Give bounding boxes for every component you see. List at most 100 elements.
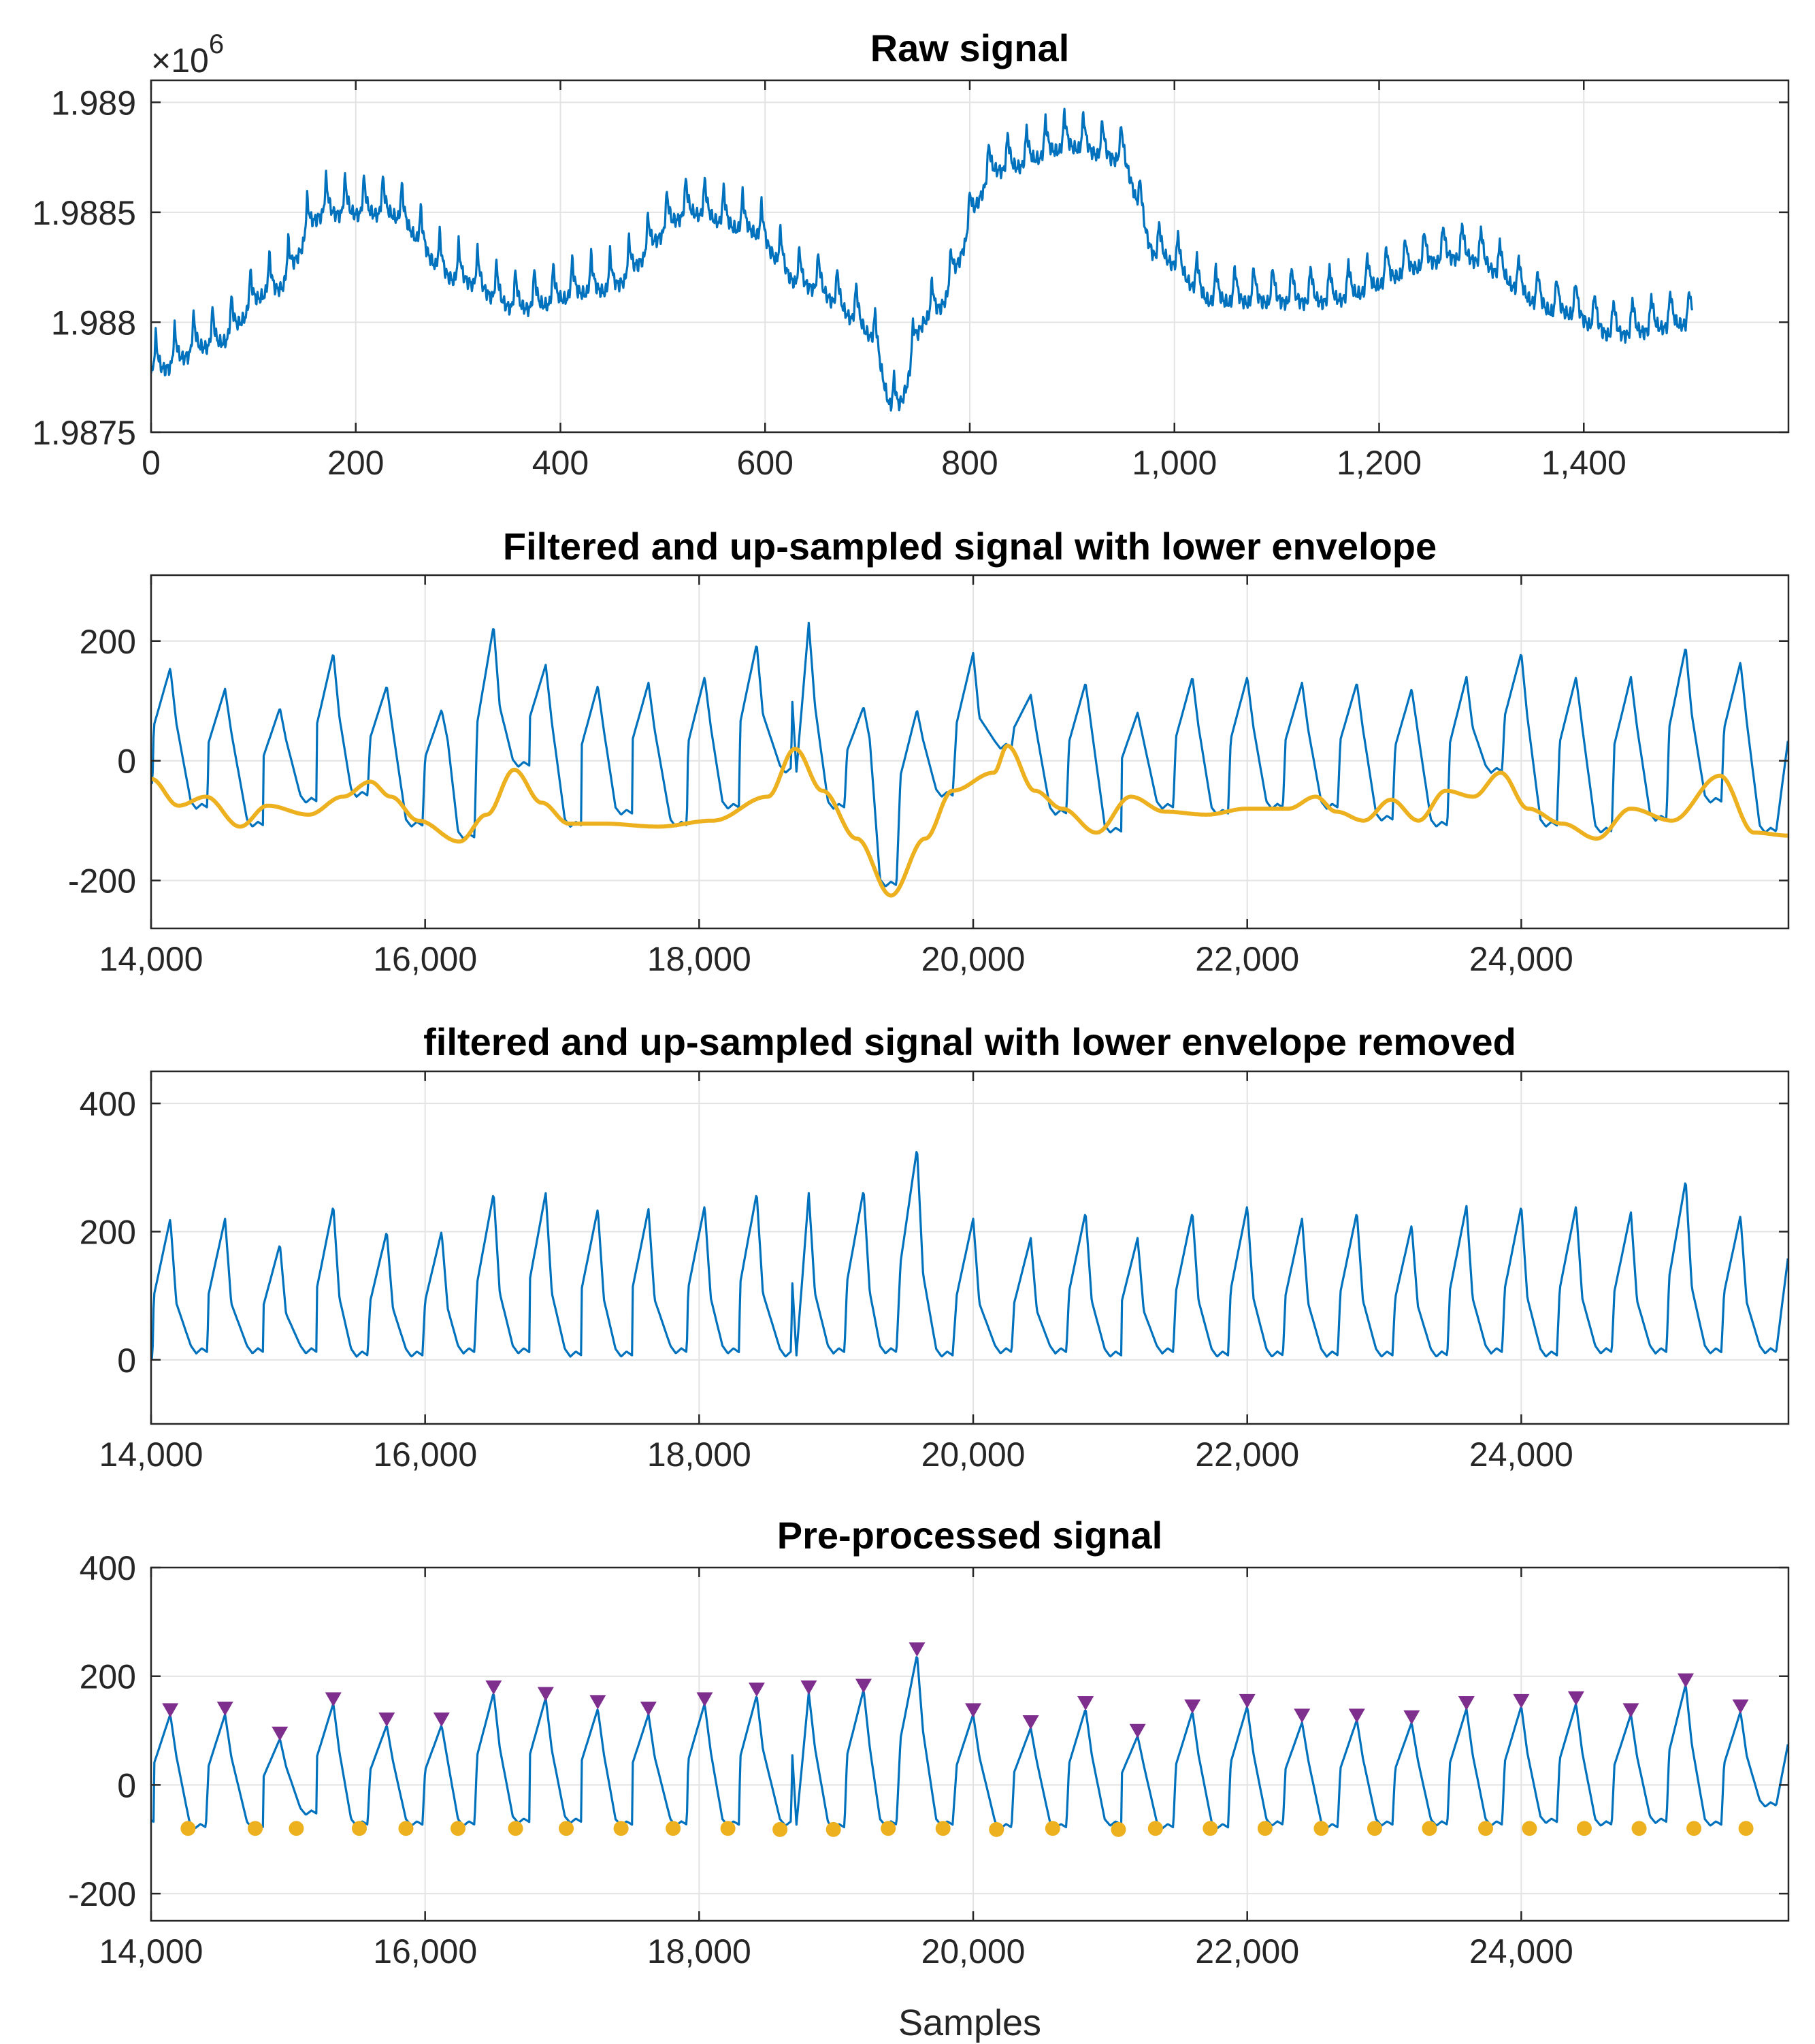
panel-raw: 0 200 400 600 800 1,000 1,200 1,400 1.9875 1.988 1… (32, 27, 1790, 482)
x-tick-label: 800 (941, 444, 998, 482)
x-tick-label: 1,000 (1132, 444, 1217, 482)
plot-area (151, 1568, 1788, 1921)
peak-marker (433, 1712, 450, 1727)
x-tick-label: 14,000 (99, 1435, 203, 1474)
trough-marker (180, 1821, 196, 1836)
x-tick-label: 22,000 (1195, 940, 1299, 978)
x-tick-label: 20,000 (921, 940, 1026, 978)
peak-marker (1022, 1715, 1039, 1730)
trough-marker (666, 1821, 681, 1836)
y-tick-label: -200 (68, 862, 136, 901)
peak-marker (485, 1680, 502, 1695)
peak-marker (855, 1678, 872, 1693)
trough-marker (1478, 1821, 1494, 1836)
axes-frame (150, 1070, 1790, 1425)
trough-marker (1045, 1821, 1060, 1836)
series-line-0 (151, 1656, 1788, 1830)
series-group (151, 1151, 1788, 1359)
peak-marker (748, 1683, 765, 1698)
x-tick-label: 24,000 (1469, 940, 1573, 978)
peak-marker (1348, 1708, 1365, 1723)
trough-marker (1686, 1821, 1702, 1836)
x-tick-label: 200 (327, 444, 384, 482)
trough-marker (1203, 1821, 1218, 1836)
trough-marker (613, 1821, 629, 1836)
x-tick-label: 18,000 (647, 940, 751, 978)
trough-marker (1111, 1821, 1126, 1837)
y-tick-label: 0 (117, 1766, 136, 1804)
peak-marker (1458, 1696, 1475, 1711)
plot-area (151, 1071, 1788, 1424)
trough-marker (935, 1821, 951, 1836)
trough-marker (825, 1821, 841, 1837)
trough-marker (450, 1821, 465, 1836)
trough-marker (1313, 1821, 1329, 1836)
trough-marker (508, 1821, 523, 1836)
panel-filtered: 14,000 16,000 18,000 20,000 22,000 24,000 -200… (68, 525, 1790, 978)
y-tick-label: 200 (80, 623, 136, 661)
peak-marker (1184, 1699, 1201, 1714)
peak-marker (696, 1692, 713, 1707)
series-group (151, 621, 1788, 898)
series-line-0 (151, 621, 1788, 888)
trough-marker (989, 1821, 1004, 1837)
envelope-line (151, 743, 1788, 898)
peak-marker (1567, 1691, 1584, 1706)
trough-marker (248, 1821, 263, 1836)
peak-marker (1513, 1693, 1530, 1708)
x-tick-label: 16,000 (373, 1932, 477, 1970)
x-tick-label: 22,000 (1195, 1435, 1299, 1474)
series-line-0 (151, 108, 1694, 412)
peak-marker (1294, 1708, 1311, 1723)
chart-title: filtered and up-sampled signal with lowe… (423, 1020, 1516, 1063)
x-tick-label: 1,400 (1541, 444, 1626, 482)
peak-marker (1239, 1693, 1256, 1708)
y-tick-label: 0 (117, 1342, 136, 1380)
trough-marker (1147, 1821, 1163, 1836)
trough-marker (1631, 1821, 1647, 1836)
y-tick-label: 400 (80, 1549, 136, 1587)
trough-marker (720, 1821, 736, 1836)
peak-marker (378, 1712, 395, 1727)
peak-marker (1129, 1723, 1146, 1738)
series-group (151, 108, 1694, 412)
panel-preprocessed: 14,000 16,000 18,000 20,000 22,000 24,000 -200… (68, 1514, 1790, 1970)
trough-marker (398, 1821, 414, 1836)
chart-title: Filtered and up-sampled signal with lowe… (503, 525, 1437, 568)
x-tick-label: 18,000 (647, 1932, 751, 1970)
panel-removed: 14,000 16,000 18,000 20,000 22,000 24,000 0 200… (80, 1020, 1790, 1474)
y-tick-label: -200 (68, 1875, 136, 1913)
y-tick-label: 200 (80, 1658, 136, 1696)
series-group (151, 1642, 1788, 1837)
axis-exponent-power: 6 (209, 29, 224, 59)
trough-marker (352, 1821, 367, 1836)
x-tick-label: 14,000 (99, 1932, 203, 1970)
peak-marker (640, 1701, 657, 1716)
plot-area (151, 575, 1788, 928)
x-tick-label: 16,000 (373, 940, 477, 978)
y-tick-label: 1.9885 (32, 194, 136, 232)
trough-marker (1367, 1821, 1382, 1836)
series-line-0 (151, 1151, 1788, 1359)
y-tick-label: 400 (80, 1085, 136, 1123)
trough-marker (289, 1821, 304, 1836)
axis-exponent-label: ×106 (151, 29, 224, 80)
x-tick-label: 18,000 (647, 1435, 751, 1474)
y-tick-label: 1.988 (51, 304, 136, 342)
trough-marker (1738, 1821, 1754, 1836)
x-tick-label: 400 (532, 444, 589, 482)
x-tick-label: 24,000 (1469, 1932, 1573, 1970)
y-tick-label: 1.989 (51, 84, 136, 122)
x-tick-label: 22,000 (1195, 1932, 1299, 1970)
y-tick-label: 200 (80, 1213, 136, 1251)
peak-marker (1677, 1673, 1694, 1688)
peak-marker (537, 1687, 554, 1702)
peak-marker (272, 1726, 289, 1741)
trough-marker (1522, 1821, 1537, 1836)
peak-marker (1403, 1710, 1420, 1725)
y-tick-label: 1.9875 (32, 414, 136, 452)
x-tick-label: 24,000 (1469, 1435, 1573, 1474)
trough-marker (881, 1821, 896, 1836)
trough-marker (772, 1821, 788, 1837)
